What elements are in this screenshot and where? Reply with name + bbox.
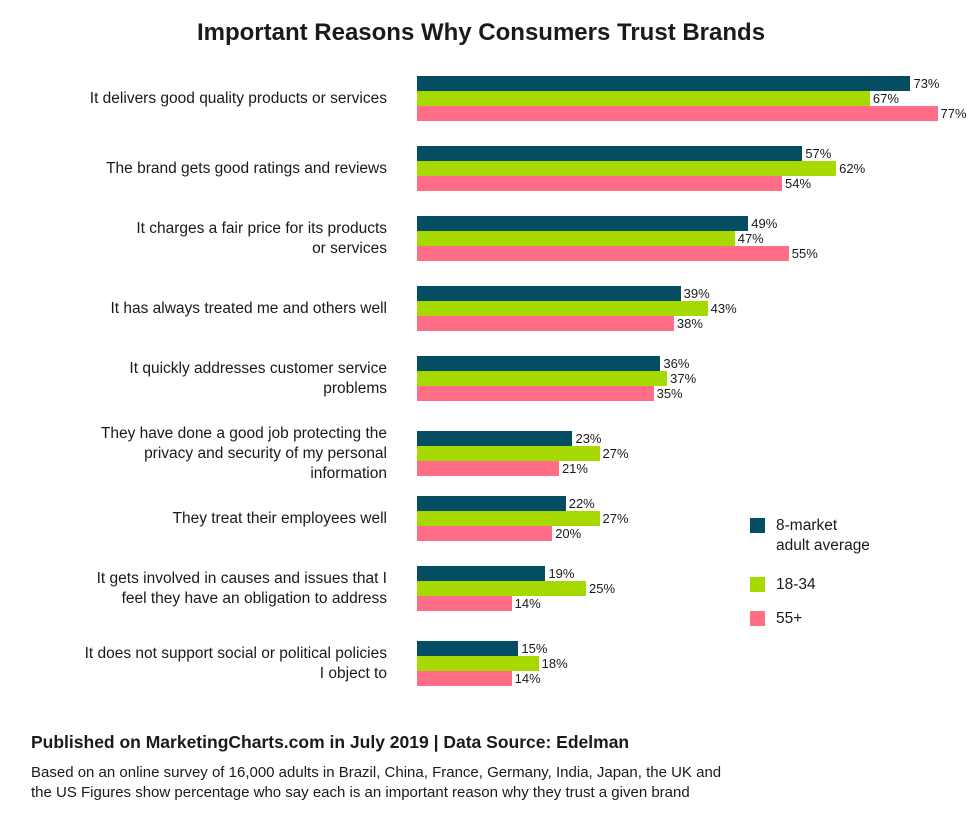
bar (417, 566, 546, 581)
category-label: It quickly addresses customer service pro… (17, 359, 387, 399)
bar (417, 641, 519, 656)
chart-title: Important Reasons Why Consumers Trust Br… (196, 19, 766, 46)
data-label: 62% (839, 161, 866, 176)
bar (417, 596, 512, 611)
data-label: 36% (663, 356, 690, 371)
legend-label: 18-34 (776, 575, 816, 595)
data-label: 55% (791, 246, 818, 261)
bar (417, 216, 749, 231)
bar (417, 161, 837, 176)
category-label-line: The brand gets good ratings and reviews (106, 159, 387, 177)
bar (417, 371, 668, 386)
data-label: 77% (940, 106, 967, 121)
data-label: 20% (555, 526, 582, 541)
legend-label-line: 55+ (776, 610, 803, 627)
published-line: Published on MarketingCharts.com in July… (31, 732, 630, 752)
data-label: 27% (602, 446, 629, 461)
category-label-line: privacy and security of my personal (144, 444, 387, 462)
category-label-line: It has always treated me and others well (110, 299, 387, 317)
data-label: 21% (561, 461, 588, 476)
footnote: Based on an online survey of 16,000 adul… (31, 763, 931, 803)
category-label: They have done a good job protecting the… (17, 424, 387, 484)
legend-swatch (750, 518, 765, 533)
category-label: It delivers good quality products or ser… (17, 89, 387, 109)
data-label: 54% (785, 176, 812, 191)
data-label: 18% (541, 656, 568, 671)
data-label: 38% (676, 316, 703, 331)
bar (417, 496, 566, 511)
category-label: It has always treated me and others well (17, 299, 387, 319)
bar (417, 106, 938, 121)
category-label-line: I object to (319, 664, 387, 682)
category-label-line: It gets involved in causes and issues th… (96, 569, 387, 587)
data-label: 25% (589, 581, 616, 596)
data-label: 19% (548, 566, 575, 581)
bar (417, 301, 708, 316)
legend-swatch (750, 611, 765, 626)
bar (417, 461, 559, 476)
category-label-line: It charges a fair price for its products (136, 219, 387, 237)
data-label: 22% (568, 496, 595, 511)
bar (417, 511, 600, 526)
bar (417, 316, 674, 331)
category-label-line: It delivers good quality products or ser… (89, 89, 387, 107)
category-label-line: They treat their employees well (172, 509, 387, 527)
legend-label: 8-market adult average (776, 516, 870, 556)
category-label-line: information (310, 464, 387, 482)
bar (417, 386, 654, 401)
legend-label-line: adult average (776, 537, 870, 554)
data-label: 35% (656, 386, 683, 401)
category-label: It gets involved in causes and issues th… (17, 569, 387, 609)
category-label: They treat their employees well (17, 509, 387, 529)
legend-label-line: 18-34 (776, 576, 816, 593)
bar (417, 431, 573, 446)
data-label: 14% (514, 671, 541, 686)
category-label-line: problems (323, 379, 387, 397)
data-label: 37% (670, 371, 697, 386)
legend-label: 55+ (776, 609, 802, 629)
bar (417, 176, 783, 191)
bar (417, 246, 789, 261)
bar (417, 231, 735, 246)
data-label: 23% (575, 431, 602, 446)
category-label-line: It quickly addresses customer service (129, 359, 387, 377)
bar (417, 526, 553, 541)
category-label: It charges a fair price for its products… (17, 219, 387, 259)
bar (417, 656, 539, 671)
data-label: 49% (751, 216, 778, 231)
data-label: 67% (872, 91, 899, 106)
data-label: 14% (514, 596, 541, 611)
bar (417, 446, 600, 461)
bar (417, 146, 803, 161)
bar (417, 76, 911, 91)
data-label: 39% (683, 286, 710, 301)
legend-label-line: 8-market (776, 517, 838, 534)
bar (417, 286, 681, 301)
data-label: 73% (913, 76, 940, 91)
data-label: 43% (710, 301, 737, 316)
bar (417, 91, 870, 106)
category-label-line: feel they have an obligation to address (121, 589, 387, 607)
data-label: 47% (737, 231, 764, 246)
category-label-line: It does not support social or political … (84, 644, 387, 662)
bar (417, 581, 586, 596)
data-label: 57% (805, 146, 832, 161)
data-label: 27% (602, 511, 629, 526)
legend-swatch (750, 577, 765, 592)
category-label-line: or services (312, 239, 387, 257)
footnote-line: Based on an online survey of 16,000 adul… (31, 764, 722, 781)
category-label: The brand gets good ratings and reviews (17, 159, 387, 179)
category-label: It does not support social or political … (17, 644, 387, 684)
data-label: 15% (521, 641, 548, 656)
category-label-line: They have done a good job protecting the (100, 424, 387, 442)
footnote-line: the US Figures show percentage who say e… (31, 784, 690, 801)
bar (417, 671, 512, 686)
bar (417, 356, 661, 371)
